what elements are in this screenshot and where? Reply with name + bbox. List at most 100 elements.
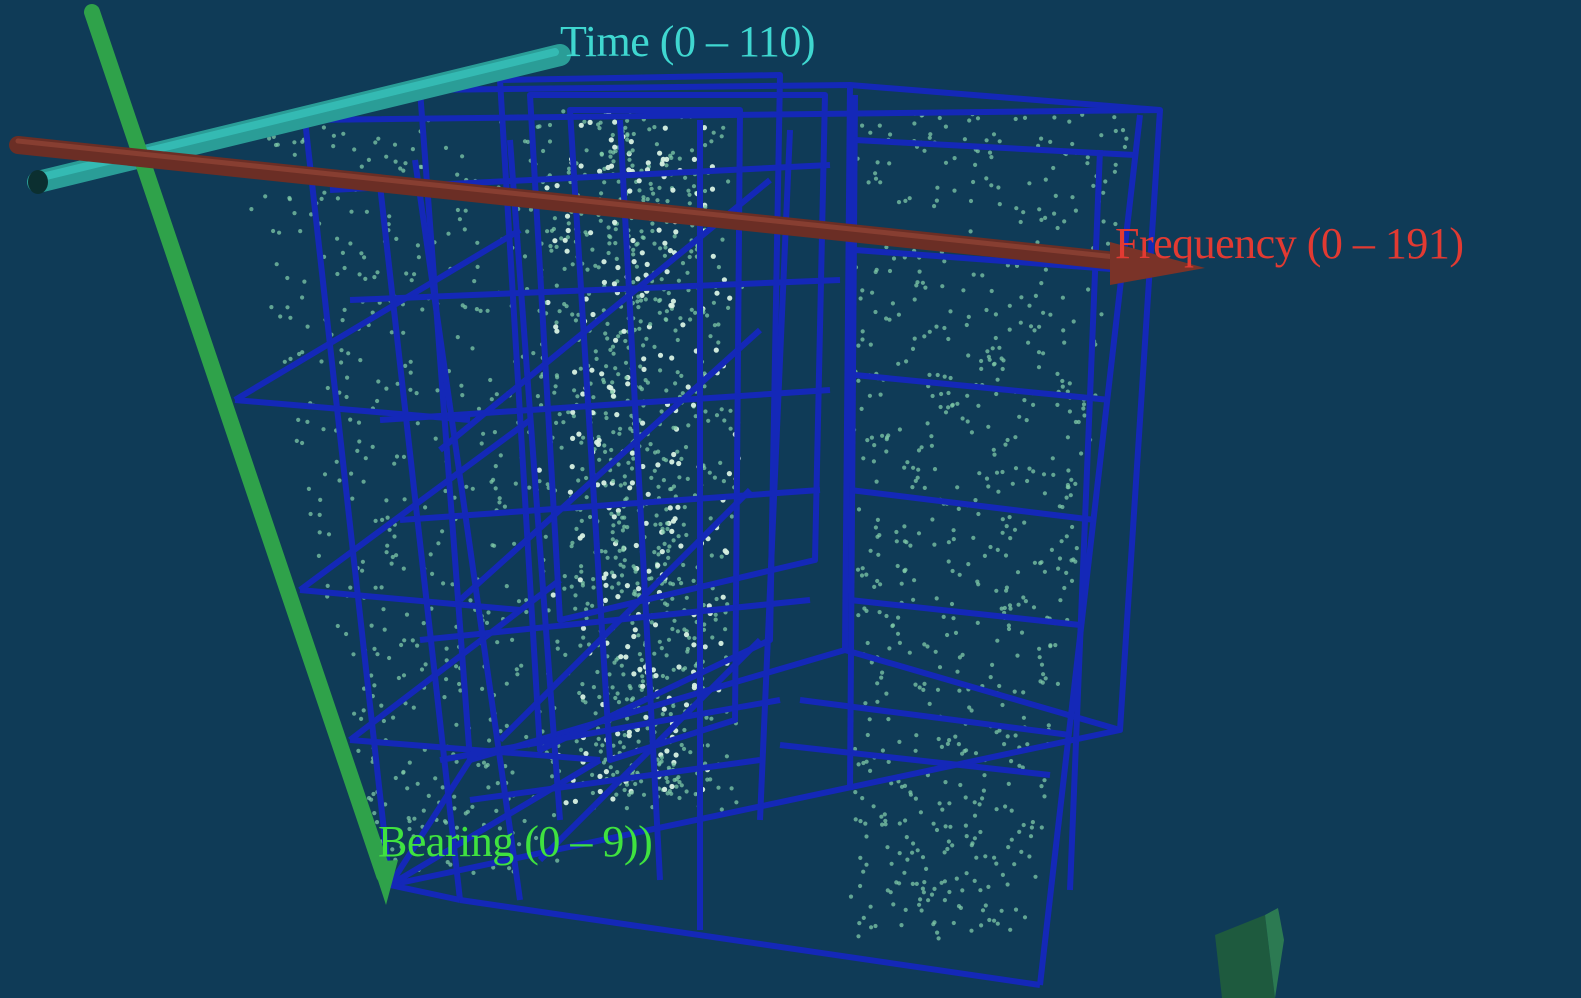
grid-edge xyxy=(497,487,753,743)
data-point xyxy=(407,760,412,765)
data-point xyxy=(537,479,542,484)
grid-edge xyxy=(349,277,841,303)
data-point xyxy=(580,467,585,472)
data-point xyxy=(1101,219,1106,224)
data-point xyxy=(572,388,577,393)
data-point xyxy=(539,374,544,379)
data-point xyxy=(902,568,907,573)
data-point xyxy=(376,379,381,384)
data-point xyxy=(610,530,615,535)
data-point xyxy=(489,479,494,484)
data-point xyxy=(611,523,616,528)
data-point xyxy=(393,775,398,781)
data-point xyxy=(1037,207,1042,212)
data-point xyxy=(904,359,909,364)
data-point xyxy=(948,375,953,381)
data-point xyxy=(497,496,502,501)
data-point xyxy=(608,765,613,770)
data-point xyxy=(571,414,577,419)
data-point xyxy=(1053,193,1058,198)
data-point xyxy=(646,568,652,574)
data-point xyxy=(426,793,431,799)
data-point xyxy=(584,475,589,481)
grid-edge xyxy=(399,487,821,523)
data-point xyxy=(616,511,621,516)
data-point xyxy=(951,920,956,926)
data-point xyxy=(869,660,874,665)
data-point xyxy=(373,518,378,524)
data-point xyxy=(1036,350,1042,355)
data-point xyxy=(719,407,724,412)
data-point xyxy=(613,695,618,701)
data-point xyxy=(870,290,875,295)
data-point xyxy=(662,579,668,584)
data-point xyxy=(567,166,572,171)
data-point xyxy=(415,643,420,648)
data-point xyxy=(570,435,576,441)
data-point xyxy=(619,589,624,594)
data-point xyxy=(1060,295,1065,300)
grid-edge xyxy=(377,184,463,901)
data-point xyxy=(977,471,982,476)
data-point xyxy=(675,504,681,510)
data-point xyxy=(526,838,531,843)
data-point xyxy=(1055,371,1060,376)
data-point xyxy=(1017,414,1022,419)
data-point xyxy=(996,489,1001,494)
data-point xyxy=(1052,211,1057,216)
data-point xyxy=(1067,381,1072,386)
data-point xyxy=(657,298,662,303)
data-point xyxy=(714,596,719,602)
data-point xyxy=(566,170,571,175)
data-point xyxy=(400,849,405,854)
data-point xyxy=(573,318,579,323)
data-point xyxy=(720,594,726,600)
data-point xyxy=(899,581,904,586)
data-point xyxy=(625,381,631,387)
data-point xyxy=(637,326,642,331)
data-point xyxy=(369,623,374,628)
data-point xyxy=(877,123,882,128)
data-point xyxy=(612,219,618,225)
data-point xyxy=(874,267,879,272)
data-point xyxy=(617,548,622,553)
data-point xyxy=(601,259,607,265)
data-point xyxy=(583,296,589,302)
data-point xyxy=(618,562,623,567)
data-point xyxy=(639,250,645,256)
data-point xyxy=(995,547,1000,553)
data-point xyxy=(612,144,618,150)
data-point xyxy=(640,679,646,684)
data-point xyxy=(394,236,399,241)
data-point xyxy=(947,738,952,743)
data-point xyxy=(601,380,607,385)
data-point xyxy=(666,291,671,296)
data-point xyxy=(713,612,718,617)
data-point xyxy=(916,467,921,472)
data-point xyxy=(999,356,1004,361)
data-point xyxy=(958,782,963,788)
data-point xyxy=(1015,570,1021,575)
data-point xyxy=(602,166,607,171)
data-point xyxy=(1009,808,1014,813)
data-point xyxy=(875,578,880,584)
data-point xyxy=(946,390,951,396)
data-point xyxy=(684,532,689,538)
data-point xyxy=(511,541,517,546)
data-point xyxy=(616,179,621,184)
data-point xyxy=(491,865,496,870)
data-point xyxy=(498,453,503,458)
data-point xyxy=(677,795,682,801)
data-point xyxy=(641,198,646,203)
data-point xyxy=(565,235,571,240)
data-point xyxy=(649,186,654,191)
data-point xyxy=(989,288,994,294)
data-point xyxy=(375,398,380,404)
data-point xyxy=(896,615,901,620)
data-point xyxy=(409,278,414,283)
data-point xyxy=(667,248,674,254)
data-point xyxy=(321,125,326,130)
data-point xyxy=(569,584,574,589)
data-point xyxy=(468,598,473,603)
